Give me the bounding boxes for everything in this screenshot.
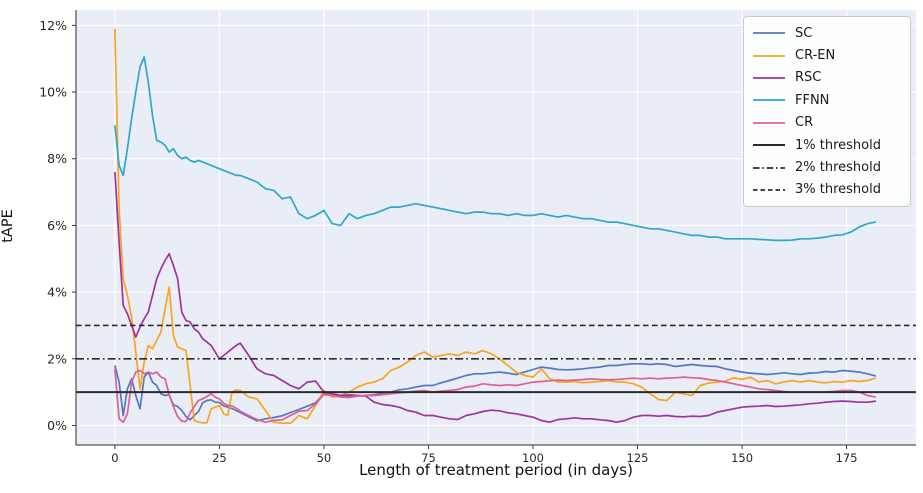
legend-item-cr-en: CR-EN bbox=[753, 44, 901, 66]
x-tick-label: 0 bbox=[111, 451, 118, 465]
x-axis-label: Length of treatment period (in days) bbox=[359, 461, 633, 479]
x-tick-label: 100 bbox=[522, 451, 544, 465]
legend-label-cr: CR bbox=[795, 115, 814, 131]
cr-en-line-sample bbox=[753, 54, 785, 58]
x-tick-label: 25 bbox=[212, 451, 227, 465]
x-tick-label: 50 bbox=[317, 451, 332, 465]
threshold-lines bbox=[76, 324, 916, 394]
legend-item-rsc: RSC bbox=[753, 67, 901, 89]
legend-label-1pct-threshold: 1% threshold bbox=[795, 137, 881, 153]
ffnn-line-sample bbox=[753, 98, 785, 102]
sc-line-sample bbox=[753, 31, 785, 35]
y-tick-label: 2% bbox=[47, 351, 67, 366]
y-tick-label: 8% bbox=[47, 151, 67, 166]
legend-label-cr-en: CR-EN bbox=[795, 48, 836, 64]
three-pct-threshold-line-sample bbox=[753, 188, 785, 192]
legend-label-rsc: RSC bbox=[795, 70, 822, 86]
x-tick-label: 125 bbox=[627, 451, 649, 465]
y-tick-label: 12% bbox=[39, 18, 67, 33]
legend-label-sc: SC bbox=[795, 25, 813, 41]
y-tick-label: 10% bbox=[39, 85, 67, 100]
legend-item-2pct-threshold: 2% threshold bbox=[753, 156, 901, 178]
legend-item-cr: CR bbox=[753, 112, 901, 134]
x-tick-label: 75 bbox=[421, 451, 436, 465]
legend-item-ffnn: FFNN bbox=[753, 89, 901, 111]
y-tick-label: 4% bbox=[47, 285, 67, 300]
series-line-sc bbox=[114, 362, 877, 422]
series-line-ffnn bbox=[114, 56, 877, 242]
y-tick-label: 6% bbox=[47, 218, 67, 233]
legend-item-3pct-threshold: 3% threshold bbox=[753, 179, 901, 201]
legend-item-1pct-threshold: 1% threshold bbox=[753, 134, 901, 156]
one-pct-threshold-line-sample bbox=[753, 143, 785, 147]
legend-label-2pct-threshold: 2% threshold bbox=[795, 160, 881, 176]
legend-label-3pct-threshold: 3% threshold bbox=[795, 182, 881, 198]
legend-item-sc: SC bbox=[753, 22, 901, 44]
series-lines bbox=[114, 28, 877, 425]
tick-labels: 0 25 50 75 100 125 150 175 0% 2% 4% 6% 8% 10% 12% bbox=[39, 18, 857, 465]
x-tick-label: 175 bbox=[836, 451, 858, 465]
legend: SC CR-EN RSC FFNN CR 1% threshold 2% thr… bbox=[743, 16, 911, 208]
tick-marks bbox=[72, 24, 848, 449]
rsc-line-sample bbox=[753, 76, 785, 80]
series-line-cr-en bbox=[114, 28, 877, 425]
two-pct-threshold-line-sample bbox=[753, 166, 785, 170]
legend-label-ffnn: FFNN bbox=[795, 92, 830, 108]
cr-line-sample bbox=[753, 121, 785, 125]
y-axis-label: tAPE bbox=[0, 209, 16, 243]
series-line-rsc bbox=[114, 172, 877, 424]
x-tick-label: 150 bbox=[731, 451, 753, 465]
y-tick-label: 0% bbox=[47, 418, 67, 433]
